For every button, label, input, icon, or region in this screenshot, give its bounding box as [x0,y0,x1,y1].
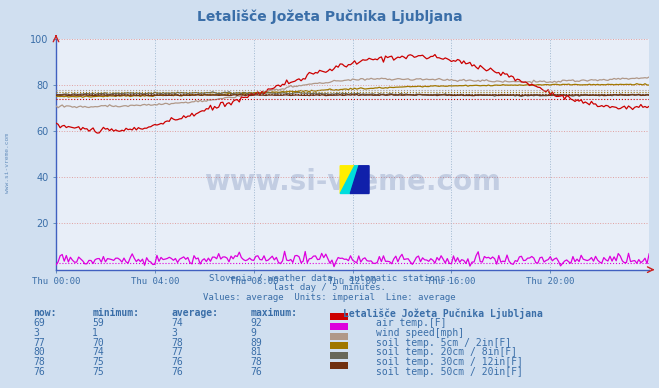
Text: last day / 5 minutes.: last day / 5 minutes. [273,283,386,292]
Text: now:: now: [33,308,57,319]
Text: www.si-vreme.com: www.si-vreme.com [5,133,11,193]
Text: 1: 1 [92,328,98,338]
Text: average:: average: [171,308,218,319]
Text: 76: 76 [33,367,45,377]
Text: soil temp. 30cm / 12in[F]: soil temp. 30cm / 12in[F] [376,357,523,367]
Text: 69: 69 [33,318,45,328]
Text: wind speed[mph]: wind speed[mph] [376,328,464,338]
Text: soil temp. 20cm / 8in[F]: soil temp. 20cm / 8in[F] [376,347,517,357]
Text: 76: 76 [171,367,183,377]
Text: soil temp. 50cm / 20in[F]: soil temp. 50cm / 20in[F] [376,367,523,377]
Text: 78: 78 [250,357,262,367]
Text: 74: 74 [171,318,183,328]
Polygon shape [340,166,359,194]
Text: air temp.[F]: air temp.[F] [376,318,446,328]
Text: 9: 9 [250,328,256,338]
Text: 81: 81 [250,347,262,357]
Text: Letališče Jožeta Pučnika Ljubljana: Letališče Jožeta Pučnika Ljubljana [196,10,463,24]
Text: soil temp. 5cm / 2in[F]: soil temp. 5cm / 2in[F] [376,338,511,348]
Text: 3: 3 [171,328,177,338]
Text: 89: 89 [250,338,262,348]
Text: 76: 76 [171,357,183,367]
Text: 59: 59 [92,318,104,328]
Text: 77: 77 [171,347,183,357]
Text: www.si-vreme.com: www.si-vreme.com [204,168,501,196]
Polygon shape [351,166,369,194]
Text: Values: average  Units: imperial  Line: average: Values: average Units: imperial Line: av… [203,293,456,302]
Polygon shape [340,166,355,194]
Text: 80: 80 [33,347,45,357]
Text: Slovenia / weather data - automatic stations.: Slovenia / weather data - automatic stat… [208,274,451,282]
Text: Letališče Jožeta Pučnika Ljubljana: Letališče Jožeta Pučnika Ljubljana [343,308,542,319]
Text: maximum:: maximum: [250,308,297,319]
Text: 78: 78 [171,338,183,348]
Text: 76: 76 [250,367,262,377]
Text: 75: 75 [92,367,104,377]
Text: 74: 74 [92,347,104,357]
Text: 77: 77 [33,338,45,348]
Text: 78: 78 [33,357,45,367]
Text: minimum:: minimum: [92,308,139,319]
Text: 70: 70 [92,338,104,348]
Text: 92: 92 [250,318,262,328]
Text: 3: 3 [33,328,39,338]
Text: 75: 75 [92,357,104,367]
